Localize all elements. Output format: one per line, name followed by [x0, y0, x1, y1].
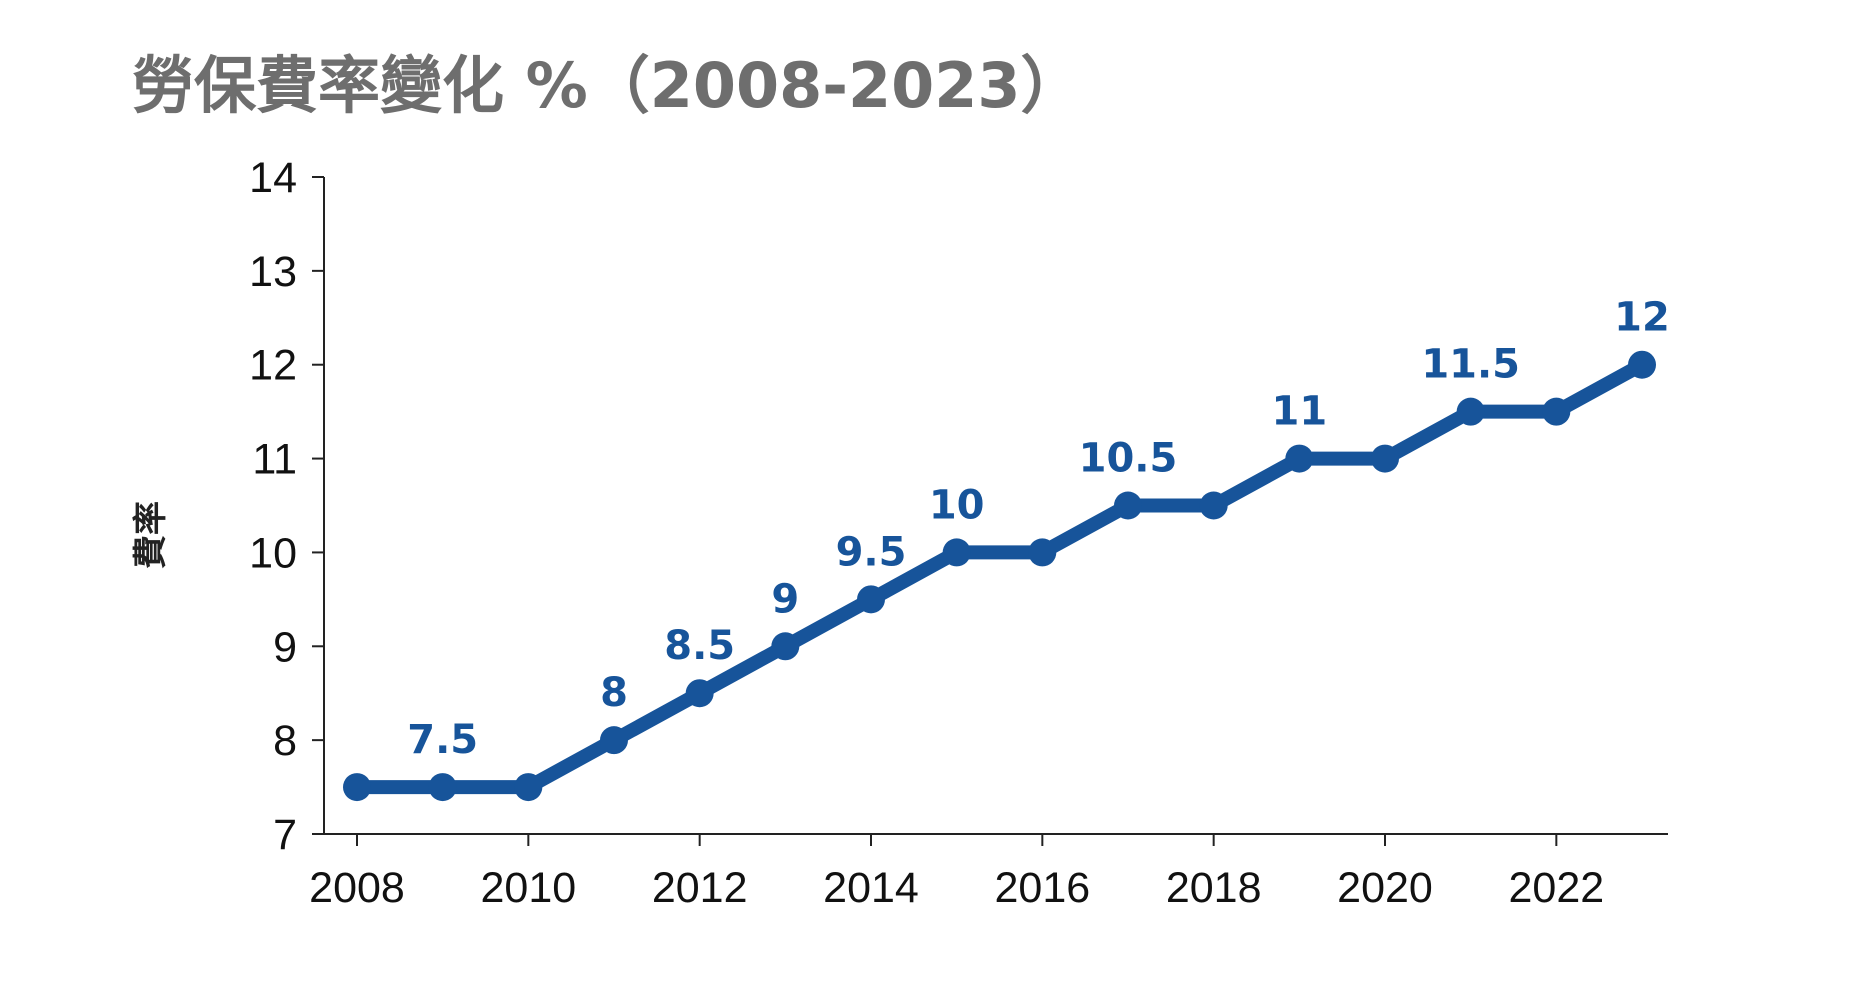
x-tick-label: 2010: [480, 864, 576, 912]
data-point: [600, 726, 628, 755]
x-tick-label: 2018: [1166, 864, 1262, 912]
axes: 7 8 9 10 11 12 13 14 2008 2010 2012 2014 2016 2018 202…: [249, 154, 1668, 912]
data-label: 7.5: [407, 717, 478, 763]
data-points: [343, 350, 1656, 802]
y-tick-label: 8: [273, 717, 297, 765]
data-point: [1371, 444, 1399, 473]
data-point: [343, 773, 371, 802]
y-tick-label: 11: [252, 436, 297, 484]
x-tick-label: 2008: [309, 864, 405, 912]
chart-title: 勞保費率變化 %（2008-2023）: [132, 49, 1083, 122]
y-tick-label: 12: [249, 342, 297, 390]
data-label: 9.5: [836, 529, 907, 575]
y-tick-label: 13: [249, 248, 297, 296]
data-point: [857, 585, 885, 614]
data-label: 8: [600, 670, 628, 716]
x-tick-label: 2016: [994, 864, 1090, 912]
x-tick-label: 2020: [1337, 864, 1433, 912]
data-label: 9: [771, 576, 799, 622]
data-point: [514, 773, 543, 802]
y-tick-label: 9: [273, 623, 297, 671]
x-tick-label: 2012: [652, 864, 748, 912]
x-tick-label: 2022: [1508, 864, 1604, 912]
data-point: [942, 538, 971, 567]
data-point: [1456, 397, 1485, 426]
data-label: 10.5: [1079, 436, 1178, 482]
y-axis-label: 費率: [131, 501, 171, 569]
series-line-group: [350, 357, 1649, 795]
data-label: 10: [929, 482, 985, 528]
data-point: [771, 632, 800, 661]
data-label: 11.5: [1421, 342, 1520, 388]
y-tick-label: 10: [249, 529, 297, 577]
data-labels: 7.5 8 8.5 9 9.5 10 10.5 11 11.5 12: [407, 295, 1670, 763]
data-point: [1114, 491, 1142, 520]
data-label: 11: [1271, 389, 1327, 435]
data-point: [1028, 538, 1057, 567]
data-point: [428, 773, 457, 802]
data-point: [1199, 491, 1228, 520]
data-point: [1628, 350, 1656, 379]
data-label: 12: [1614, 295, 1670, 341]
y-tick-label: 7: [273, 811, 297, 859]
data-point: [1542, 397, 1571, 426]
y-tick-label: 14: [249, 154, 297, 202]
series-line: [350, 357, 1649, 795]
data-point: [1285, 444, 1314, 473]
x-tick-label: 2014: [823, 864, 919, 912]
data-point: [685, 679, 714, 708]
data-label: 8.5: [664, 623, 735, 669]
